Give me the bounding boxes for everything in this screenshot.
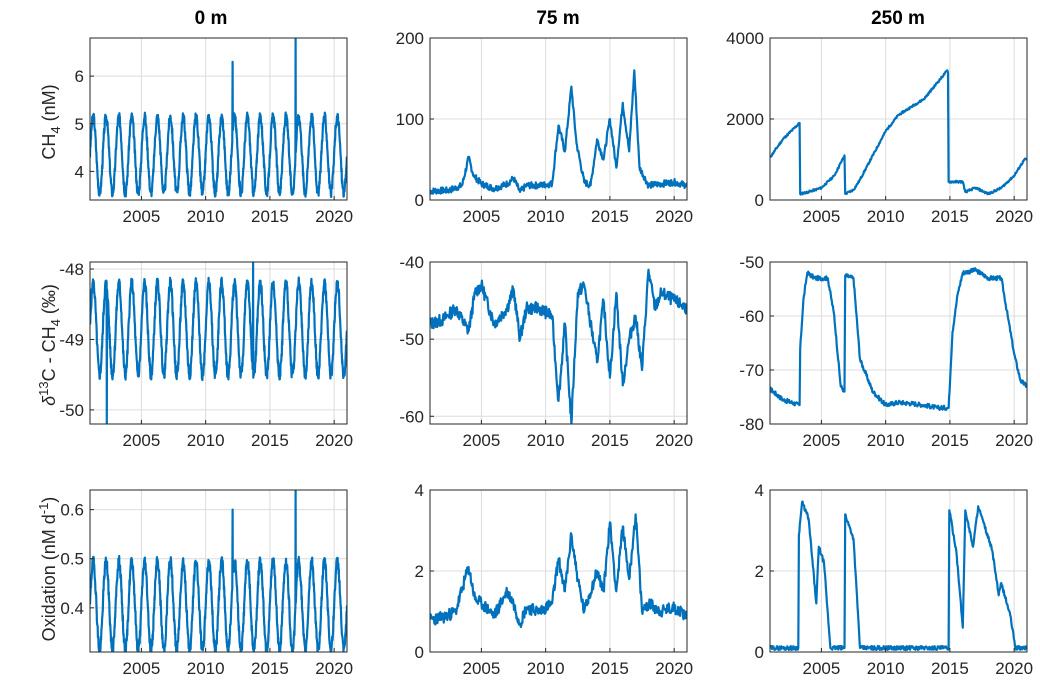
y-tick-label: -70 xyxy=(739,361,764,380)
x-tick-label: 2005 xyxy=(462,207,500,226)
x-tick-label: 2005 xyxy=(802,207,840,226)
x-tick-label: 2005 xyxy=(122,207,160,226)
axes-frame xyxy=(429,261,688,425)
plot-area xyxy=(770,262,1027,424)
x-tick-label: 2015 xyxy=(931,207,969,226)
x-tick-label: 2010 xyxy=(867,431,905,450)
column-title-250m: 250 m xyxy=(871,8,925,29)
y-tick-label: 100 xyxy=(396,110,424,129)
y-tick-label: 0 xyxy=(755,191,764,210)
y-tick-label: 4 xyxy=(415,481,424,500)
axes-frame xyxy=(769,261,1028,425)
y-tick-label: -50 xyxy=(399,330,424,349)
panel-r0-c2: 2005 2010 2015 2020 0 2000 4000 xyxy=(726,29,1033,226)
y-tick-label: -60 xyxy=(399,407,424,426)
panel-r0-c0: 2005 2010 2015 2020 4 5 6 xyxy=(75,37,353,226)
ylabel-ch4: CH4 (nM) xyxy=(39,84,63,159)
x-tick-label: 2010 xyxy=(867,207,905,226)
x-tick-label: 2015 xyxy=(931,659,969,678)
series-line xyxy=(90,490,347,652)
x-tick-label: 2005 xyxy=(802,659,840,678)
x-tick-label: 2005 xyxy=(462,659,500,678)
panel-r1-c2: 2005 2010 2015 2020 -80 -70 -60 -50 xyxy=(739,253,1033,450)
y-tick-label: 2 xyxy=(415,562,424,581)
x-tick-label: 2015 xyxy=(251,207,289,226)
y-tick-label: -50 xyxy=(59,401,84,420)
series-line xyxy=(770,69,1027,196)
y-tick-label: 200 xyxy=(396,29,424,48)
y-tick-label: 4000 xyxy=(726,29,764,48)
series-line xyxy=(430,513,687,629)
panel-r1-c0: 2005 2010 2015 2020 -50 -49 -48 xyxy=(59,260,353,450)
panel-r1-c1: 2005 2010 2015 2020 -60 -50 -40 xyxy=(399,253,693,450)
y-tick-label: 0.6 xyxy=(60,501,84,520)
x-tick-label: 2020 xyxy=(315,659,353,678)
y-tick-label: 0 xyxy=(415,643,424,662)
x-tick-label: 2005 xyxy=(122,431,160,450)
y-tick-label: 0 xyxy=(755,643,764,662)
series-line xyxy=(90,262,347,424)
series-line xyxy=(90,38,347,199)
x-tick-label: 2015 xyxy=(591,659,629,678)
x-tick-label: 2010 xyxy=(867,659,905,678)
series-line xyxy=(430,268,687,424)
x-tick-label: 2020 xyxy=(655,431,693,450)
x-tick-label: 2015 xyxy=(931,431,969,450)
x-tick-label: 2015 xyxy=(591,207,629,226)
series-line xyxy=(770,267,1027,411)
x-tick-label: 2020 xyxy=(315,431,353,450)
x-tick-label: 2020 xyxy=(655,659,693,678)
axes-frame xyxy=(89,261,348,425)
x-tick-label: 2010 xyxy=(527,207,565,226)
y-tick-label: -48 xyxy=(59,260,84,279)
y-tick-label: -40 xyxy=(399,253,424,272)
x-tick-label: 2020 xyxy=(315,207,353,226)
x-tick-label: 2015 xyxy=(591,431,629,450)
axes-frame xyxy=(89,37,348,201)
series-line xyxy=(770,500,1027,652)
y-tick-label: -60 xyxy=(739,307,764,326)
column-title-75m: 75 m xyxy=(536,8,579,29)
y-tick-label: 2 xyxy=(755,562,764,581)
x-tick-label: 2020 xyxy=(995,207,1033,226)
x-tick-label: 2010 xyxy=(187,431,225,450)
panel-r2-c2: 2005 2010 2015 2020 0 2 4 xyxy=(755,481,1034,678)
y-tick-label: 0.5 xyxy=(60,550,84,569)
y-tick-label: 5 xyxy=(75,115,84,134)
ylabel-delta13c: δ13C - CH4 (‰) xyxy=(36,284,63,406)
x-tick-label: 2015 xyxy=(251,431,289,450)
ylabel-oxidation: Oxidation (nM d-1) xyxy=(36,497,59,642)
x-tick-label: 2015 xyxy=(251,659,289,678)
y-tick-label: 2000 xyxy=(726,110,764,129)
x-tick-label: 2010 xyxy=(187,207,225,226)
x-tick-label: 2020 xyxy=(995,659,1033,678)
y-tick-label: 4 xyxy=(75,162,84,181)
panel-r2-c1: 2005 2010 2015 2020 0 2 4 xyxy=(415,481,694,678)
axes-frame xyxy=(89,489,348,653)
y-tick-label: 6 xyxy=(75,67,84,86)
y-tick-label: 4 xyxy=(755,481,764,500)
panel-r2-c0: 2005 2010 2015 2020 0.4 0.5 0.6 xyxy=(60,489,353,678)
x-tick-label: 2005 xyxy=(802,431,840,450)
y-tick-label: -50 xyxy=(739,253,764,272)
y-tick-label: -80 xyxy=(739,415,764,434)
x-tick-label: 2020 xyxy=(655,207,693,226)
x-tick-label: 2005 xyxy=(462,431,500,450)
y-tick-label: 0.4 xyxy=(60,599,84,618)
column-title-0m: 0 m xyxy=(195,8,228,29)
series-line xyxy=(430,69,687,195)
x-tick-label: 2020 xyxy=(995,431,1033,450)
x-tick-label: 2005 xyxy=(122,659,160,678)
x-tick-label: 2010 xyxy=(527,659,565,678)
x-tick-label: 2010 xyxy=(187,659,225,678)
y-tick-label: -49 xyxy=(59,330,84,349)
panel-r0-c1: 2005 2010 2015 2020 0 100 200 xyxy=(396,29,693,226)
x-tick-label: 2010 xyxy=(527,431,565,450)
y-tick-label: 0 xyxy=(415,191,424,210)
